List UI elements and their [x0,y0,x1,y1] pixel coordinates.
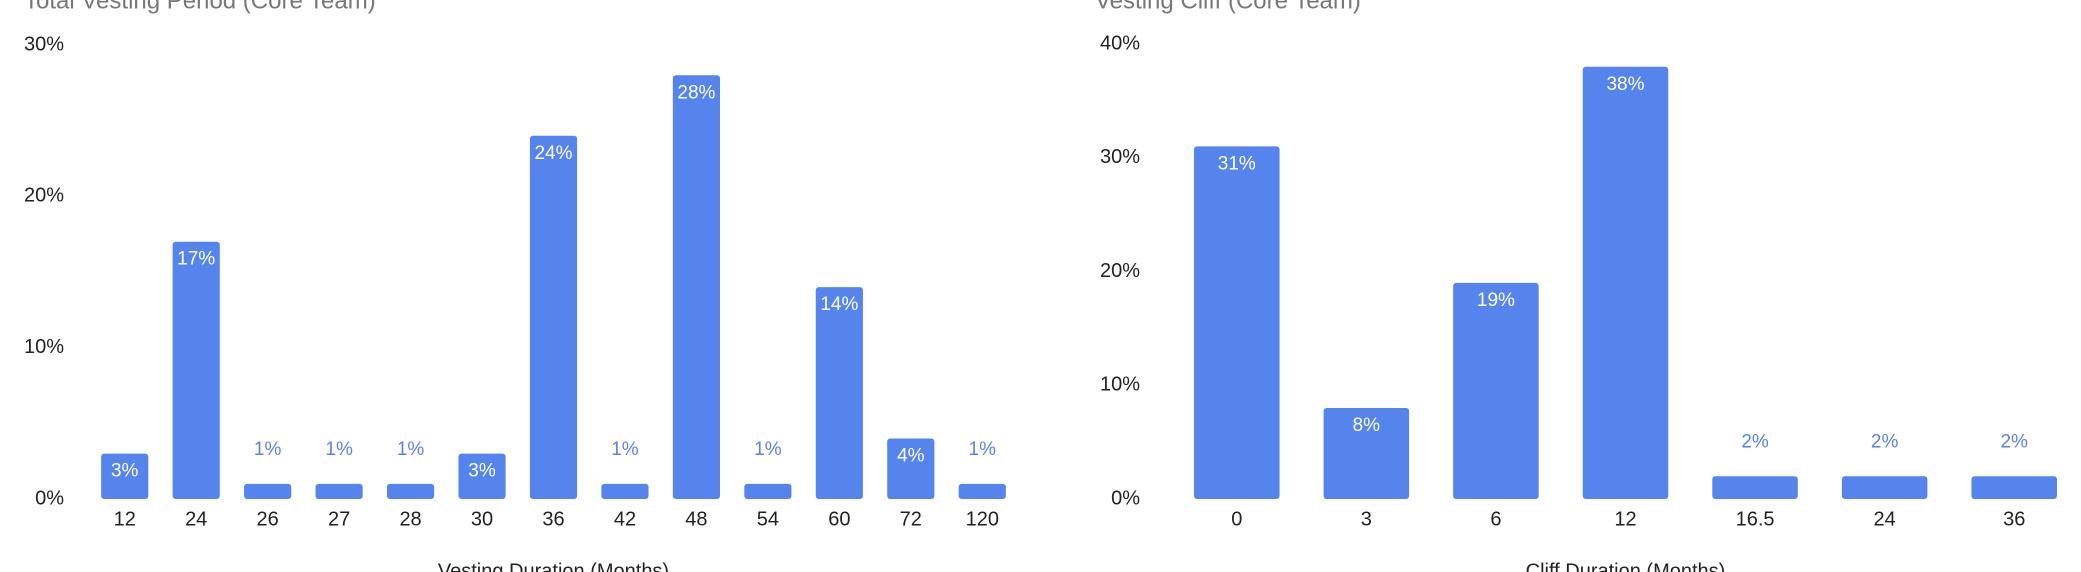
x-tick-label: 60 [828,508,850,530]
bar [386,483,435,499]
value-label: 3% [468,461,496,482]
value-label: 17% [177,249,215,270]
value-label: 31% [1218,153,1256,174]
x-tick-label: 16.5 [1736,508,1775,530]
x-tick-label: 12 [114,508,136,530]
value-label: 38% [1606,74,1644,95]
x-tick-label: 26 [257,508,279,530]
bar [672,75,721,500]
value-label: 14% [820,294,858,315]
bar [958,483,1006,499]
value-label: 1% [397,439,425,460]
value-label: 1% [611,439,639,460]
y-tick-label: 10% [24,336,64,358]
x-tick-label: 30 [471,508,493,530]
value-label: 24% [534,143,572,164]
value-label: 1% [754,439,782,460]
x-axis-label: Vesting Duration (Months) [438,560,669,572]
x-tick-label: 3 [1361,508,1372,530]
bar [815,287,863,499]
x-tick-label: 54 [757,508,779,530]
bar [529,135,578,500]
y-tick-label: 0% [35,487,64,509]
bar [887,438,935,499]
value-label: 1% [325,439,353,460]
bar [1582,66,1669,499]
bar [1971,476,2057,499]
x-tick-label: 28 [399,508,421,530]
y-tick-label: 0% [1111,487,1140,509]
bar [244,483,292,499]
x-tick-label: 27 [328,508,350,530]
bar [315,483,363,499]
value-label: 2% [1871,431,1899,452]
value-label: 4% [897,445,925,466]
bar [1194,146,1280,499]
y-tick-label: 30% [24,33,64,55]
x-tick-label: 12 [1614,508,1636,530]
bar [601,483,649,499]
x-tick-label: 24 [1874,508,1896,530]
bar [1712,476,1798,499]
x-tick-label: 48 [685,508,707,530]
bar [744,483,792,499]
y-tick-label: 20% [1100,260,1140,282]
bar [101,453,149,499]
x-tick-label: 72 [900,508,922,530]
bar [1323,408,1410,499]
value-label: 1% [969,439,997,460]
x-tick-label: 6 [1490,508,1501,530]
value-label: 1% [254,439,282,460]
x-tick-label: 120 [966,508,999,530]
y-tick-label: 30% [1100,146,1140,168]
value-label: 28% [677,82,715,103]
value-label: 8% [1353,415,1381,436]
x-tick-label: 24 [185,508,207,530]
x-tick-label: 0 [1231,508,1242,530]
y-tick-label: 40% [1100,32,1140,54]
chart-title: Total Vesting Period (Core Team) [24,0,376,14]
value-label: 2% [1741,431,1769,452]
bar [172,241,220,499]
bar [1841,476,1928,499]
value-label: 3% [111,461,139,482]
y-tick-label: 20% [24,185,64,207]
y-tick-label: 10% [1100,374,1140,396]
x-axis-label: Cliff Duration (Months) [1526,560,1726,572]
x-tick-label: 36 [542,508,564,530]
chart-title: Vesting Cliff (Core Team) [1095,0,1361,14]
x-tick-label: 36 [2003,508,2025,530]
bar [1453,282,1539,499]
value-label: 2% [2000,431,2028,452]
bar [458,453,506,499]
value-label: 19% [1477,290,1515,311]
x-tick-label: 42 [614,508,636,530]
